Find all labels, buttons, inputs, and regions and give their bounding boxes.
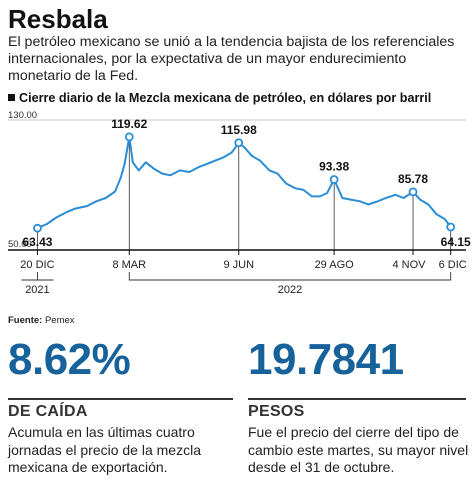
stat-label-pesos: PESOS	[248, 403, 305, 420]
page-title: Resbala	[8, 4, 108, 34]
stat-label-drop: DE CAÍDA	[8, 403, 88, 420]
year-bracket	[128, 272, 452, 281]
x-tick-label: 4 NOV	[393, 259, 427, 271]
data-label: 63.43	[22, 235, 52, 249]
price-series-line	[36, 135, 452, 230]
data-label: 85.78	[398, 172, 428, 186]
x-tick-label: 9 JUN	[223, 259, 254, 271]
chart-subtitle-text: Cierre diario de la Mezcla mexicana de p…	[19, 91, 432, 105]
bullet-square-icon	[8, 94, 15, 101]
stat-desc-pesos: Fue el precio del cierre del tipo de cam…	[248, 424, 469, 475]
data-point-marker	[33, 223, 42, 233]
stat-divider	[248, 398, 466, 400]
data-label: 93.38	[319, 160, 349, 174]
stat-value-pesos: 19.7841	[248, 335, 404, 384]
source-note: Fuente: Pemex	[8, 315, 75, 326]
data-label: 64.15	[441, 235, 471, 249]
data-label: 115.98	[221, 123, 257, 137]
year-label: 2022	[278, 284, 302, 296]
stat-value-drop: 8.62%	[8, 335, 131, 384]
source-value: Pemex	[44, 315, 75, 326]
data-label: 119.62	[111, 117, 147, 131]
chart-subtitle: Cierre diario de la Mezcla mexicana de p…	[8, 91, 431, 105]
stat-divider	[8, 398, 233, 400]
data-point-marker	[408, 187, 418, 197]
y-tick-label: 130.00	[8, 110, 37, 121]
data-point-marker	[234, 138, 244, 148]
x-tick-label: 6 DIC	[439, 259, 467, 271]
year-label: 2021	[25, 284, 49, 296]
x-tick-label: 29 AGO	[315, 259, 355, 271]
data-point-marker	[446, 222, 456, 232]
stat-desc-drop: Acumula en las últimas cuatro jornadas e…	[8, 424, 201, 475]
x-tick-label: 20 DIC	[20, 259, 54, 271]
data-point-marker	[124, 132, 134, 142]
intro-text: El petróleo mexicano se unió a la tenden…	[8, 34, 455, 84]
source-label: Fuente:	[8, 315, 43, 326]
data-point-marker	[329, 175, 339, 184]
y-tick-label: 50.00	[8, 239, 32, 250]
x-tick-label: 8 MAR	[112, 259, 146, 271]
